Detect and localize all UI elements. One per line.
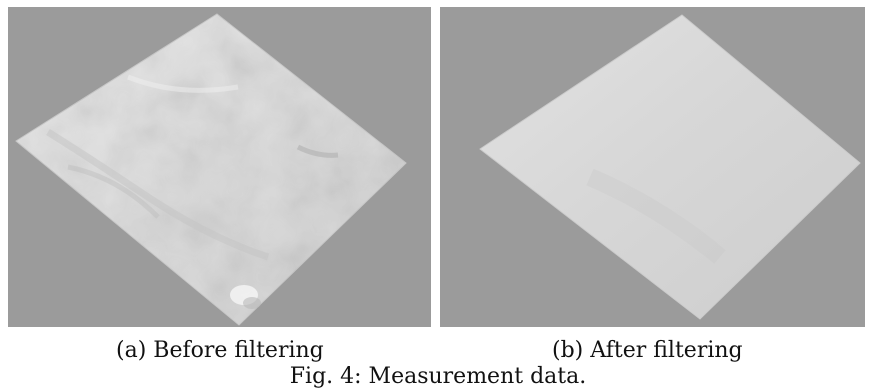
panel-before-filtering-image — [8, 7, 431, 327]
smoothed-surface-render — [479, 14, 861, 320]
surface-sheet — [479, 14, 861, 320]
subfigure-caption-b: (b) After filtering — [552, 338, 743, 363]
panel-after-filtering-image — [440, 7, 865, 327]
subfigure-caption-a: (a) Before filtering — [116, 338, 324, 363]
figure-caption: Fig. 4: Measurement data. — [289, 364, 587, 389]
noisy-surface-render — [15, 13, 407, 326]
